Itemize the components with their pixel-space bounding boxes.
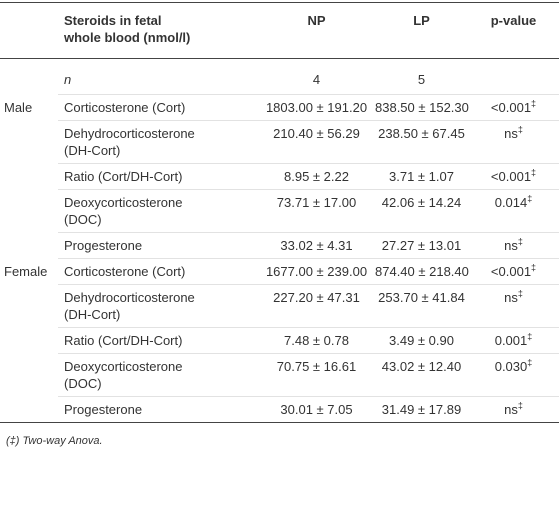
cell-blank (0, 396, 58, 423)
footnote: (‡) Two-way Anova. (6, 435, 103, 447)
p-value: 0.001 (494, 333, 528, 348)
p-value-cell: ns‡ (468, 232, 559, 259)
data-row: Ratio (Cort/DH-Cort) 7.48 ± 0.78 3.49 ± 0.… (0, 327, 559, 354)
p-note-mark: ‡ (527, 193, 533, 204)
p-value: ns (504, 290, 518, 305)
p-note-mark: ‡ (531, 98, 537, 109)
header-np: NP (258, 2, 375, 59)
steroid-name: Deoxycorticosterone (DOC) (58, 189, 258, 233)
cell-blank (468, 59, 559, 95)
data-row: Deoxycorticosterone (DOC) 73.71 ± 17.00 42… (0, 189, 559, 233)
steroid-name: Deoxycorticosterone (DOC) (58, 353, 258, 397)
p-value-cell: 0.014‡ (468, 189, 559, 233)
np-value: 33.02 ± 4.31 (258, 232, 375, 259)
np-value: 73.71 ± 17.00 (258, 189, 375, 233)
group-label: Male (4, 99, 33, 115)
p-value: 0.030 (494, 359, 528, 374)
p-note-mark: ‡ (531, 262, 537, 273)
np-value: 1677.00 ± 239.00 (258, 258, 375, 285)
p-value-cell: ns‡ (468, 396, 559, 423)
cell-blank (0, 190, 58, 233)
lp-value: 42.06 ± 14.24 (375, 189, 468, 233)
lp-value: 27.27 ± 13.01 (375, 232, 468, 259)
cell-blank (0, 121, 58, 164)
data-row: Ratio (Cort/DH-Cort) 8.95 ± 2.22 3.71 ± 1.… (0, 163, 559, 190)
steroid-name: Dehydrocorticosterone (DH-Cort) (58, 120, 258, 164)
np-value: 7.48 ± 0.78 (258, 327, 375, 354)
p-note-mark: ‡ (517, 236, 523, 247)
p-value-cell: ns‡ (468, 284, 559, 328)
steroid-name: Ratio (Cort/DH-Cort) (58, 327, 258, 354)
p-value: 0.014 (494, 195, 528, 210)
p-value: ns (504, 402, 518, 417)
steroid-table: Steroids in fetal whole blood (nmol/l) N… (0, 2, 559, 423)
lp-value: 31.49 ± 17.89 (375, 396, 468, 423)
lp-value: 43.02 ± 12.40 (375, 353, 468, 397)
np-value: 210.40 ± 56.29 (258, 120, 375, 164)
p-note-mark: ‡ (527, 357, 533, 368)
header-steroid: Steroids in fetal whole blood (nmol/l) (58, 2, 258, 59)
cell-blank (0, 328, 58, 354)
p-value-cell: ns‡ (468, 120, 559, 164)
p-value-cell: <0.001‡ (468, 94, 559, 121)
lp-value: 253.70 ± 41.84 (375, 284, 468, 328)
header-p: p-value (468, 2, 559, 59)
table-body: n 4 5 Male Corticosterone (Cort) 1803.00 ±… (0, 59, 559, 423)
cell-blank (0, 164, 58, 190)
header-lp: LP (375, 2, 468, 59)
lp-value: 238.50 ± 67.45 (375, 120, 468, 164)
np-value: 227.20 ± 47.31 (258, 284, 375, 328)
steroid-name: Progesterone (58, 232, 258, 259)
n-lp: 5 (417, 72, 426, 87)
p-note-mark: ‡ (531, 167, 537, 178)
cell-blank (0, 354, 58, 397)
header-blank (0, 2, 58, 59)
p-value: <0.001 (490, 169, 532, 184)
np-value: 8.95 ± 2.22 (258, 163, 375, 190)
np-value: 30.01 ± 7.05 (258, 396, 375, 423)
np-value: 70.75 ± 16.61 (258, 353, 375, 397)
data-row: Deoxycorticosterone (DOC) 70.75 ± 16.61 43… (0, 353, 559, 397)
lp-value: 838.50 ± 152.30 (375, 94, 469, 121)
p-value-cell: <0.001‡ (468, 163, 559, 190)
data-row: Dehydrocorticosterone (DH-Cort) 227.20 ± … (0, 284, 559, 328)
p-value: ns (504, 238, 518, 253)
header-row: Steroids in fetal whole blood (nmol/l) N… (0, 2, 559, 59)
steroid-name: Dehydrocorticosterone (DH-Cort) (58, 284, 258, 328)
steroid-name: Ratio (Cort/DH-Cort) (58, 163, 258, 190)
p-note-mark: ‡ (517, 400, 523, 411)
p-value: ns (504, 126, 518, 141)
steroid-name: Corticosterone (Cort) (58, 258, 258, 285)
n-np: 4 (312, 72, 321, 87)
lp-value: 3.71 ± 1.07 (375, 163, 468, 190)
cell-blank (0, 285, 58, 328)
p-value-cell: <0.001‡ (468, 258, 559, 285)
data-row: Male Corticosterone (Cort) 1803.00 ± 191.2… (0, 94, 559, 121)
steroid-name: Progesterone (58, 396, 258, 423)
lp-value: 874.40 ± 218.40 (375, 258, 469, 285)
p-value: <0.001 (490, 100, 532, 115)
np-value: 1803.00 ± 191.20 (258, 94, 375, 121)
p-note-mark: ‡ (517, 124, 523, 135)
lp-value: 3.49 ± 0.90 (375, 327, 468, 354)
n-row: n 4 5 (0, 59, 559, 95)
data-row: Progesterone 33.02 ± 4.31 27.27 ± 13.01 ns‡ (0, 232, 559, 259)
p-value-cell: 0.030‡ (468, 353, 559, 397)
group-label: Female (4, 263, 48, 279)
p-note-mark: ‡ (517, 288, 523, 299)
p-value: <0.001 (490, 264, 532, 279)
n-label: n (64, 72, 72, 87)
p-value-cell: 0.001‡ (468, 327, 559, 354)
steroid-name: Corticosterone (Cort) (58, 94, 258, 121)
cell-blank (0, 233, 58, 259)
p-note-mark: ‡ (527, 331, 533, 342)
data-row: Female Corticosterone (Cort) 1677.00 ± 239… (0, 258, 559, 285)
data-row: Dehydrocorticosterone (DH-Cort) 210.40 ± … (0, 120, 559, 164)
cell-blank (0, 59, 58, 95)
data-row: Progesterone 30.01 ± 7.05 31.49 ± 17.89 ns‡ (0, 396, 559, 423)
